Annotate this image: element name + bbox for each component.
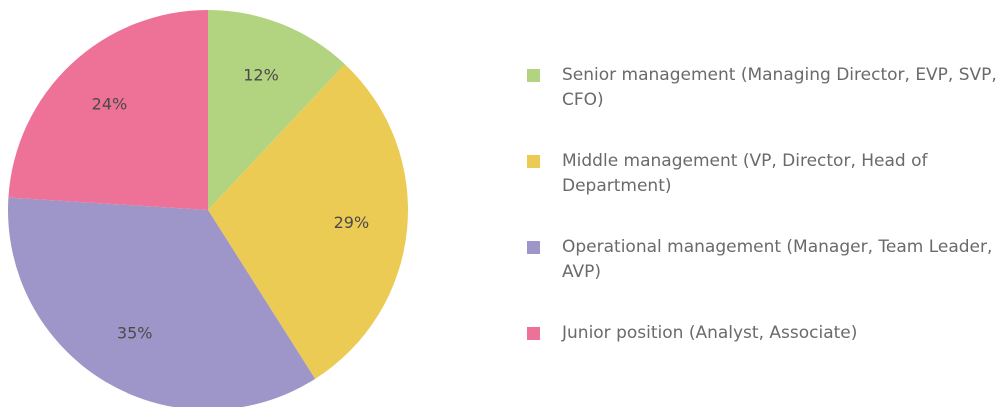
legend-swatch	[527, 241, 540, 254]
legend-item: Middle management (VP, Director, Head of…	[527, 149, 1005, 235]
pie-slice	[8, 197, 316, 407]
legend-swatch	[527, 327, 540, 340]
legend-item: Operational management (Manager, Team Le…	[527, 235, 1005, 321]
legend-label: Middle management (VP, Director, Head of…	[562, 151, 928, 196]
pie-slice	[208, 64, 408, 379]
legend-label: Operational management (Manager, Team Le…	[562, 237, 993, 282]
pie-slice	[8, 9, 209, 211]
legend-label: Junior position (Analyst, Associate)	[562, 323, 858, 343]
legend-swatch	[527, 155, 540, 168]
legend-label: Senior management (Managing Director, EV…	[562, 65, 997, 110]
slice-label: 35%	[117, 323, 153, 342]
pie: 12% 29% 35% 24%	[8, 9, 408, 407]
legend-swatch	[527, 69, 540, 82]
legend: Senior management (Managing Director, EV…	[527, 63, 1005, 407]
pie-slice	[208, 10, 345, 210]
legend-item: Senior management (Managing Director, EV…	[527, 63, 1005, 149]
slice-label: 24%	[92, 95, 128, 114]
slice-label: 29%	[334, 213, 370, 232]
slice-label: 12%	[243, 66, 279, 85]
legend-item: Junior position (Analyst, Associate)	[527, 321, 1005, 407]
